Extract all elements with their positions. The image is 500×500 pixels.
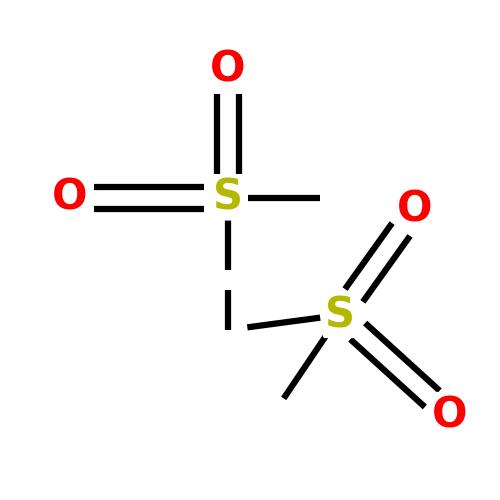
Text: O: O xyxy=(432,394,468,436)
Text: S: S xyxy=(325,294,355,336)
Text: O: O xyxy=(397,189,433,231)
Text: O: O xyxy=(210,49,245,91)
Text: S: S xyxy=(212,176,242,218)
Text: O: O xyxy=(52,176,88,218)
